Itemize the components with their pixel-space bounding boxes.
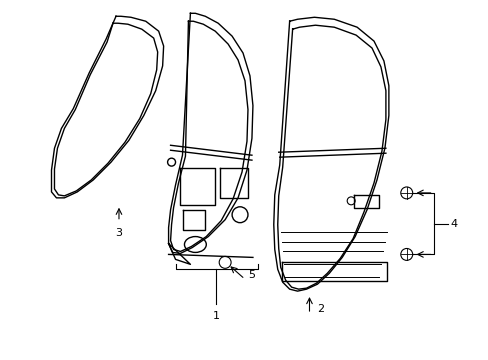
Text: 3: 3 <box>115 228 122 238</box>
Text: 5: 5 <box>247 270 254 280</box>
Text: 2: 2 <box>317 304 324 314</box>
Text: 1: 1 <box>212 311 219 321</box>
Text: 4: 4 <box>449 219 457 229</box>
